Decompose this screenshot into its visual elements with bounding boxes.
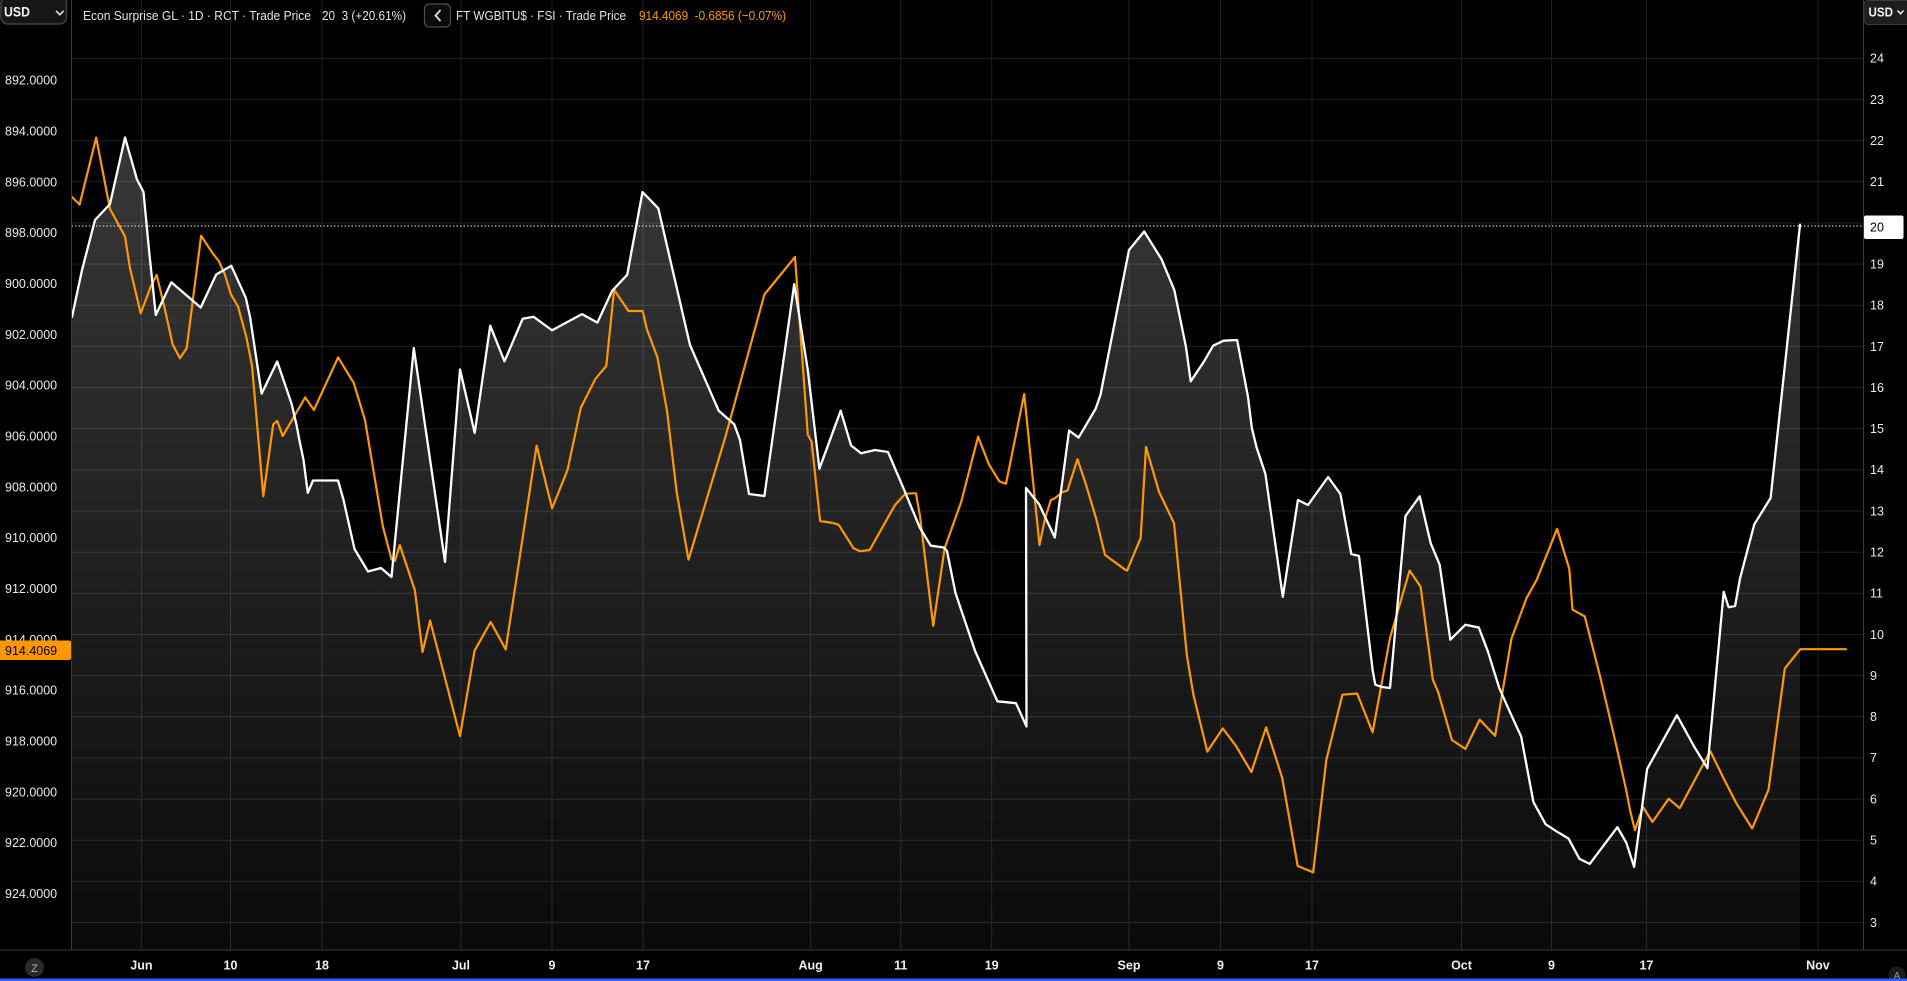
svg-text:11: 11 xyxy=(894,959,907,973)
svg-text:894.0000: 894.0000 xyxy=(5,124,57,138)
svg-text:892.0000: 892.0000 xyxy=(5,74,57,88)
svg-text:17: 17 xyxy=(1639,959,1653,973)
svg-text:9: 9 xyxy=(1217,959,1224,973)
svg-text:A: A xyxy=(1894,971,1901,981)
svg-text:22: 22 xyxy=(1870,134,1884,148)
svg-text:10: 10 xyxy=(224,959,238,973)
svg-text:17: 17 xyxy=(636,959,650,973)
svg-text:23: 23 xyxy=(1870,93,1884,107)
svg-text:USD: USD xyxy=(4,4,30,19)
svg-text:914.4069 -0.6856 (−0.07%): 914.4069 -0.6856 (−0.07%) xyxy=(639,8,786,23)
svg-text:5: 5 xyxy=(1870,834,1877,848)
svg-text:922.0000: 922.0000 xyxy=(5,836,57,850)
svg-text:Oct: Oct xyxy=(1451,959,1473,973)
svg-text:Sep: Sep xyxy=(1118,959,1141,973)
svg-text:13: 13 xyxy=(1870,504,1884,518)
svg-text:900.0000: 900.0000 xyxy=(5,277,57,291)
svg-text:4: 4 xyxy=(1870,875,1877,889)
svg-text:904.0000: 904.0000 xyxy=(5,379,57,393)
svg-text:7: 7 xyxy=(1870,751,1877,765)
svg-text:Z: Z xyxy=(31,963,38,975)
svg-text:18: 18 xyxy=(315,959,329,973)
svg-text:20 3 (+20.61%): 20 3 (+20.61%) xyxy=(322,8,406,23)
svg-text:910.0000: 910.0000 xyxy=(5,531,57,545)
svg-text:912.0000: 912.0000 xyxy=(5,582,57,596)
svg-text:914.4069: 914.4069 xyxy=(5,644,57,658)
svg-text:896.0000: 896.0000 xyxy=(5,175,57,189)
svg-text:902.0000: 902.0000 xyxy=(5,328,57,342)
svg-text:9: 9 xyxy=(549,959,556,973)
svg-text:Jul: Jul xyxy=(452,959,470,973)
svg-text:15: 15 xyxy=(1870,422,1884,436)
svg-text:906.0000: 906.0000 xyxy=(5,430,57,444)
svg-text:19: 19 xyxy=(985,959,999,973)
svg-text:14: 14 xyxy=(1870,463,1884,477)
svg-text:21: 21 xyxy=(1870,175,1884,189)
svg-text:8: 8 xyxy=(1870,710,1877,724)
svg-text:916.0000: 916.0000 xyxy=(5,684,57,698)
svg-text:16: 16 xyxy=(1870,381,1884,395)
svg-text:9: 9 xyxy=(1548,959,1555,973)
svg-text:17: 17 xyxy=(1305,959,1319,973)
svg-text:920.0000: 920.0000 xyxy=(5,785,57,799)
svg-text:FT WGBITU$ · FSI · Trade Price: FT WGBITU$ · FSI · Trade Price xyxy=(456,8,626,23)
svg-text:6: 6 xyxy=(1870,792,1877,806)
svg-text:Nov: Nov xyxy=(1806,959,1830,973)
svg-text:11: 11 xyxy=(1870,587,1883,601)
svg-text:9: 9 xyxy=(1870,669,1877,683)
svg-text:19: 19 xyxy=(1870,257,1884,271)
svg-text:Aug: Aug xyxy=(798,959,822,973)
svg-text:17: 17 xyxy=(1870,340,1884,354)
svg-text:908.0000: 908.0000 xyxy=(5,480,57,494)
svg-text:20: 20 xyxy=(1870,221,1884,235)
svg-text:24: 24 xyxy=(1870,52,1884,66)
svg-text:12: 12 xyxy=(1870,546,1884,560)
svg-text:USD: USD xyxy=(1869,5,1894,19)
svg-text:Econ Surprise GL · 1D · RCT ·: Econ Surprise GL · 1D · RCT · Trade Pric… xyxy=(83,8,311,23)
svg-text:3: 3 xyxy=(1870,916,1877,930)
svg-text:918.0000: 918.0000 xyxy=(5,735,57,749)
svg-text:898.0000: 898.0000 xyxy=(5,226,57,240)
svg-text:Jun: Jun xyxy=(130,959,152,973)
svg-text:924.0000: 924.0000 xyxy=(5,887,57,901)
svg-text:18: 18 xyxy=(1870,299,1884,313)
svg-text:10: 10 xyxy=(1870,628,1884,642)
